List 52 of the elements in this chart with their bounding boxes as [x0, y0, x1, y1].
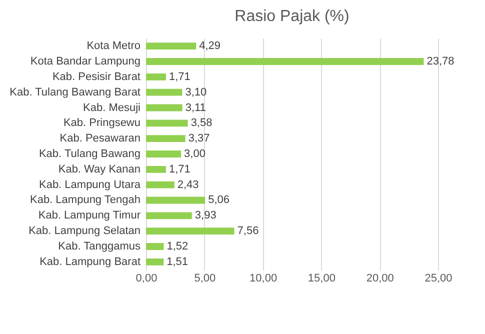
data-label: 5,06 [208, 194, 230, 206]
data-label: 7,56 [237, 225, 259, 238]
bar [146, 88, 182, 96]
data-label: 3,58 [190, 117, 212, 130]
y-tick-label: Kab. Tanggamus [58, 240, 141, 252]
data-label: 3,11 [185, 102, 206, 114]
x-tick-label: 25,00 [424, 272, 452, 284]
data-label: 3,10 [185, 86, 207, 98]
bar [146, 150, 182, 158]
y-tick-label: Kab. Lampung Utara [38, 178, 142, 191]
x-tick-label: 10,00 [250, 272, 278, 284]
x-tick-label: 5,00 [194, 272, 216, 284]
y-tick-label: Kab. Pesawaran [60, 132, 140, 145]
y-tick-label: Kab. Tulang Bawang [38, 148, 140, 160]
data-label: 1,71 [168, 163, 190, 176]
data-label: 1,52 [166, 240, 188, 252]
data-label: 3,93 [194, 210, 216, 222]
y-tick-label: Kab. Pringsewu [63, 117, 140, 130]
y-tick-label: Kab. Mesuji [83, 102, 140, 114]
data-label: 3,37 [188, 132, 210, 145]
bar [146, 120, 188, 127]
y-tick-label: Kab. Pesisir Barat [52, 70, 140, 83]
y-tick-label: Kab. Tulang Bawang Barat [10, 86, 140, 98]
bar [146, 196, 206, 204]
bar [146, 228, 234, 235]
y-tick-label: Kota Metro [86, 40, 140, 52]
bar [146, 42, 196, 50]
data-label: 23,78 [426, 56, 454, 68]
data-label: 1,51 [166, 256, 188, 268]
y-tick-label: Kab. Way Kanan [58, 163, 140, 176]
data-label: 2,43 [177, 178, 199, 191]
y-tick-label: Kota Bandar Lampung [30, 56, 140, 68]
bar [146, 135, 186, 142]
data-label: 4,29 [199, 40, 221, 52]
bar [146, 181, 174, 188]
bar [146, 166, 166, 173]
x-tick-label: 15,00 [308, 272, 336, 284]
data-label: 1,71 [168, 70, 190, 83]
y-tick-label: Kab. Lampung Timur [38, 210, 141, 222]
bar [146, 243, 164, 250]
y-tick-label: Kab. Lampung Selatan [28, 225, 140, 238]
y-tick-label: Kab. Lampung Barat [40, 256, 140, 268]
data-label: 3,00 [184, 148, 206, 160]
bar [146, 258, 164, 266]
bar [146, 104, 182, 112]
x-tick-label: 0,00 [136, 272, 158, 284]
bar [146, 212, 192, 220]
bar [146, 73, 166, 80]
x-tick-label: 20,00 [366, 272, 394, 284]
bar [146, 58, 424, 65]
chart-title: Rasio Pajak (%) [234, 8, 350, 25]
y-tick-label: Kab. Lampung Tengah [30, 194, 140, 206]
